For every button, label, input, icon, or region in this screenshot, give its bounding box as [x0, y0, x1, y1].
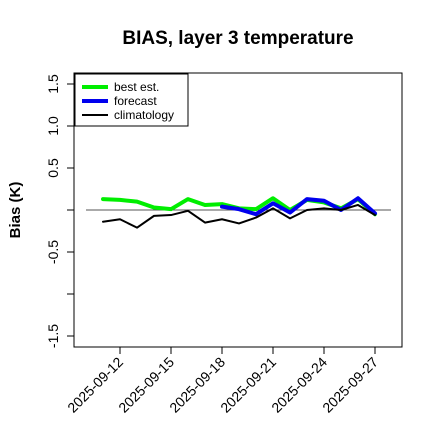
y-tick-label: 0.5 — [45, 158, 61, 178]
series-line-climatology — [102, 203, 376, 229]
legend-label-best-est: best est. — [114, 80, 159, 94]
chart-title: BIAS, layer 3 temperature — [122, 28, 353, 49]
y-axis-label: Bias (K) — [7, 182, 24, 239]
y-tick-label: 1.5 — [45, 74, 61, 94]
legend-label-forecast: forecast — [114, 94, 157, 108]
y-tick-label: 1.0 — [45, 116, 61, 136]
series-line-forecast — [220, 196, 377, 217]
legend-label-climatology: climatology — [114, 108, 174, 122]
y-tick-label: -0.5 — [45, 240, 61, 264]
x-tick-label: 2025-09-27 — [319, 354, 381, 416]
y-tick-label: -1.5 — [45, 324, 61, 348]
